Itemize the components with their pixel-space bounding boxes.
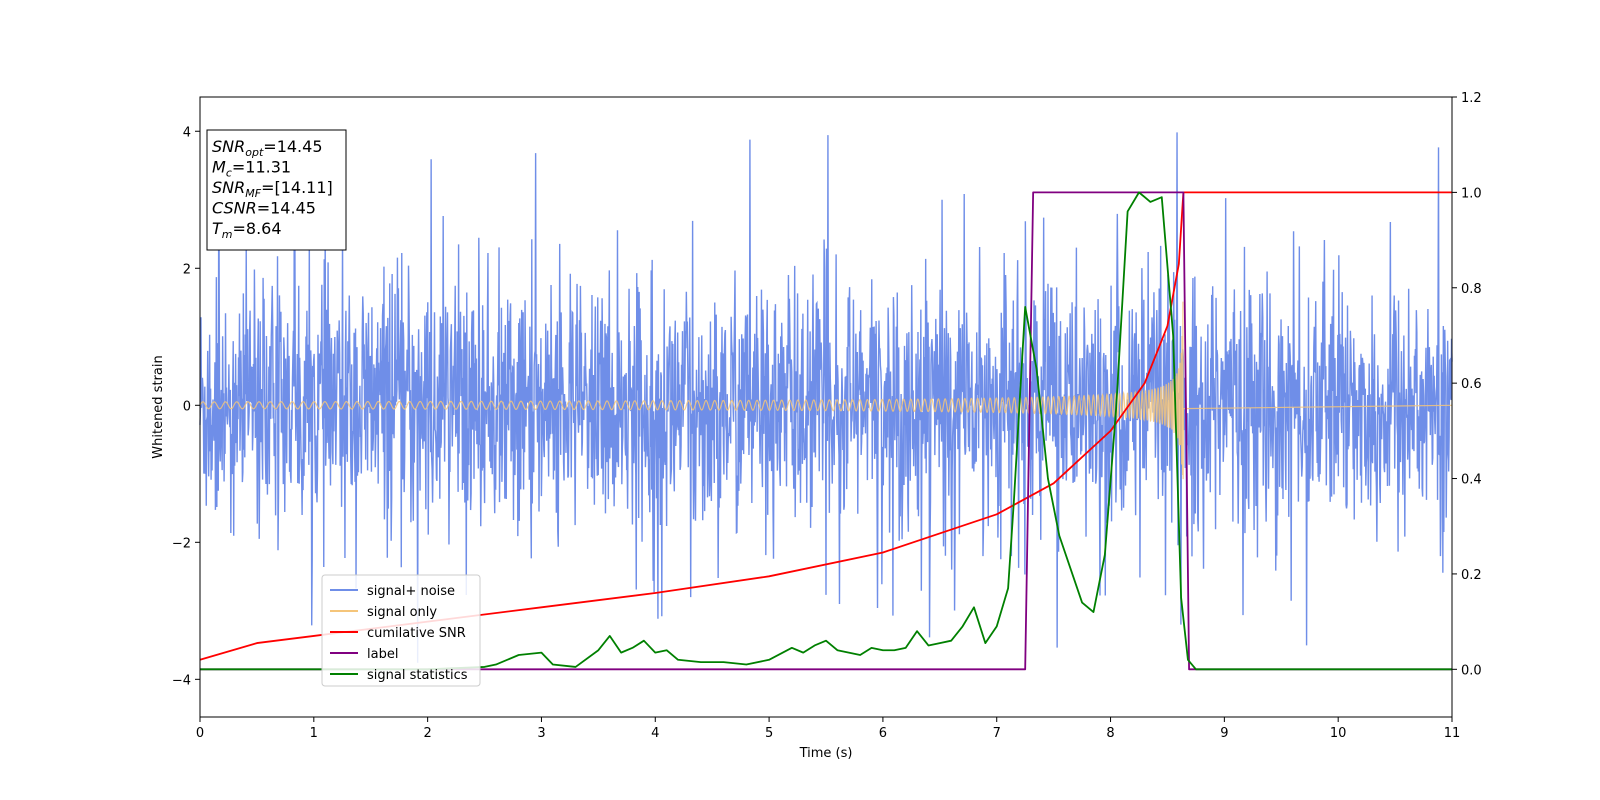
legend-label: label xyxy=(367,647,398,662)
y-right-tick-label: 1.2 xyxy=(1461,91,1482,106)
y-left-tick-label: −2 xyxy=(172,536,191,551)
legend-label: signal only xyxy=(367,605,437,620)
y-left-tick-label: 4 xyxy=(183,125,191,140)
x-tick-label: 6 xyxy=(879,726,887,741)
series-signal-statistics-line xyxy=(200,191,1452,671)
x-tick-label: 8 xyxy=(1106,726,1114,741)
x-axis-label: Time (s) xyxy=(799,746,853,761)
legend: signal+ noise signal only cumilative SNR la… xyxy=(321,574,481,687)
y-left-tick-label: 0 xyxy=(183,399,191,414)
x-tick-label: 1 xyxy=(310,726,318,741)
x-tick-label: 3 xyxy=(537,726,545,741)
legend-label: signal+ noise xyxy=(367,584,455,599)
legend-frame xyxy=(321,574,481,687)
y-right-tick-label: 0.0 xyxy=(1461,663,1482,678)
series-signal-noise-line xyxy=(199,132,1453,663)
y-right-tick-label: 0.4 xyxy=(1461,473,1482,488)
legend-label: signal statistics xyxy=(367,668,468,683)
x-tick-label: 0 xyxy=(196,726,204,741)
y-right-tick-label: 0.6 xyxy=(1461,377,1482,392)
y-left-tick-label: 2 xyxy=(183,262,191,277)
x-tick-label: 10 xyxy=(1330,726,1347,741)
y-axis-label: Whitened strain xyxy=(151,355,166,458)
axis-ticks: 0 1 2 3 4 5 6 7 8 9 10 11 −4 −2 0 2 4 0.0 0.2 0.4 0.6 0.8 1.0 1… xyxy=(172,91,1482,741)
annotation-box: SNRopt=14.45 Mc=11.31 SNRMF=[14.11] CSNR=14… xyxy=(206,129,347,251)
x-tick-label: 5 xyxy=(765,726,773,741)
y-right-tick-label: 1.0 xyxy=(1461,186,1482,201)
y-left-tick-label: −4 xyxy=(172,673,191,688)
y-right-tick-label: 0.2 xyxy=(1461,568,1482,583)
x-tick-label: 11 xyxy=(1444,726,1461,741)
x-tick-label: 4 xyxy=(651,726,659,741)
legend-label: cumilative SNR xyxy=(367,626,466,641)
axes-frame xyxy=(199,96,1453,718)
y-right-tick-label: 0.8 xyxy=(1461,282,1482,297)
x-tick-label: 9 xyxy=(1220,726,1228,741)
x-tick-label: 7 xyxy=(993,726,1001,741)
annotation-text: SNRopt=14.45 Mc=11.31 SNRMF=[14.11] CSNR=14… xyxy=(212,137,333,241)
x-tick-label: 2 xyxy=(423,726,431,741)
